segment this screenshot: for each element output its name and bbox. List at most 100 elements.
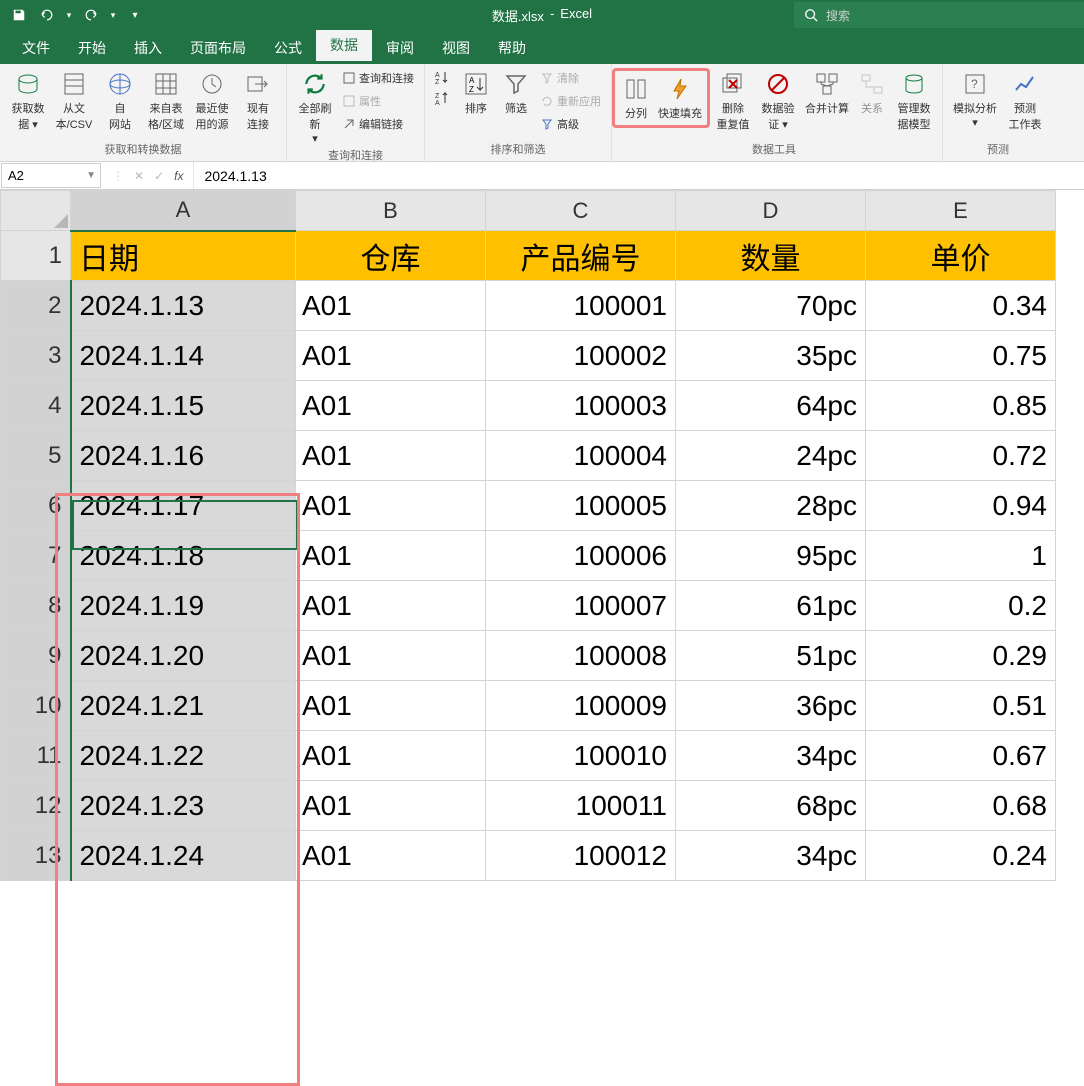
qat-customize-icon[interactable]: ▾ — [124, 4, 146, 26]
forecast-sheet-button[interactable]: 预测 工作表 — [1003, 68, 1047, 134]
cell-C12[interactable]: 100011 — [486, 781, 676, 831]
cell-B2[interactable]: A01 — [296, 281, 486, 331]
ribbon-tab-2[interactable]: 插入 — [120, 30, 176, 64]
column-header-B[interactable]: B — [296, 191, 486, 231]
cell-D3[interactable]: 35pc — [676, 331, 866, 381]
ribbon-tab-3[interactable]: 页面布局 — [176, 30, 260, 64]
row-header-3[interactable]: 3 — [1, 331, 71, 381]
fx-icon[interactable]: fx — [174, 169, 183, 183]
cell-E9[interactable]: 0.29 — [866, 631, 1056, 681]
cell-D11[interactable]: 34pc — [676, 731, 866, 781]
column-header-D[interactable]: D — [676, 191, 866, 231]
cell-B12[interactable]: A01 — [296, 781, 486, 831]
get-data-btn-4[interactable]: 最近使 用的源 — [190, 68, 234, 134]
ribbon-tab-0[interactable]: 文件 — [8, 30, 64, 64]
row-header-5[interactable]: 5 — [1, 431, 71, 481]
cell-B5[interactable]: A01 — [296, 431, 486, 481]
cell-C8[interactable]: 100007 — [486, 581, 676, 631]
edit-links-button[interactable]: 编辑链接 — [339, 114, 418, 134]
row-header-13[interactable]: 13 — [1, 831, 71, 881]
cell-D6[interactable]: 28pc — [676, 481, 866, 531]
cell-D7[interactable]: 95pc — [676, 531, 866, 581]
header-cell-3[interactable]: 数量 — [676, 231, 866, 281]
data-model-button[interactable]: 管理数 据模型 — [892, 68, 936, 134]
cell-D10[interactable]: 36pc — [676, 681, 866, 731]
cell-E2[interactable]: 0.34 — [866, 281, 1056, 331]
select-all-corner[interactable] — [1, 191, 71, 231]
cell-C13[interactable]: 100012 — [486, 831, 676, 881]
enter-formula-icon[interactable]: ✓ — [154, 169, 164, 183]
cell-A6[interactable]: 2024.1.17 — [71, 481, 296, 531]
cell-E3[interactable]: 0.75 — [866, 331, 1056, 381]
cell-C7[interactable]: 100006 — [486, 531, 676, 581]
cell-D13[interactable]: 34pc — [676, 831, 866, 881]
cell-B10[interactable]: A01 — [296, 681, 486, 731]
cancel-formula-icon[interactable]: ✕ — [134, 169, 144, 183]
header-cell-0[interactable]: 日期 — [71, 231, 296, 281]
cell-C9[interactable]: 100008 — [486, 631, 676, 681]
refresh-all-button[interactable]: 全部刷新 ▾ — [293, 68, 337, 147]
cell-D12[interactable]: 68pc — [676, 781, 866, 831]
cell-C6[interactable]: 100005 — [486, 481, 676, 531]
cell-A12[interactable]: 2024.1.23 — [71, 781, 296, 831]
cell-C10[interactable]: 100009 — [486, 681, 676, 731]
data-validation-button[interactable]: 数据验 证 ▾ — [756, 68, 800, 134]
ribbon-tab-7[interactable]: 视图 — [428, 30, 484, 64]
cell-D9[interactable]: 51pc — [676, 631, 866, 681]
cell-D2[interactable]: 70pc — [676, 281, 866, 331]
cell-A8[interactable]: 2024.1.19 — [71, 581, 296, 631]
cell-A11[interactable]: 2024.1.22 — [71, 731, 296, 781]
cell-A2[interactable]: 2024.1.13 — [71, 281, 296, 331]
whatif-button[interactable]: ? 模拟分析 ▾ — [949, 68, 1001, 131]
row-header-6[interactable]: 6 — [1, 481, 71, 531]
header-cell-4[interactable]: 单价 — [866, 231, 1056, 281]
ribbon-tab-4[interactable]: 公式 — [260, 30, 316, 64]
cell-B4[interactable]: A01 — [296, 381, 486, 431]
get-data-btn-5[interactable]: 现有 连接 — [236, 68, 280, 134]
get-data-btn-2[interactable]: 自 网站 — [98, 68, 142, 134]
row-header-9[interactable]: 9 — [1, 631, 71, 681]
cell-D5[interactable]: 24pc — [676, 431, 866, 481]
cell-C3[interactable]: 100002 — [486, 331, 676, 381]
cell-E10[interactable]: 0.51 — [866, 681, 1056, 731]
sort-button[interactable]: AZ 排序 — [457, 68, 495, 118]
redo-dropdown-icon[interactable]: ▾ — [108, 4, 118, 26]
name-box[interactable]: A2 ▼ — [1, 163, 101, 188]
remove-duplicates-button[interactable]: 删除 重复值 — [712, 68, 754, 134]
spreadsheet-grid[interactable]: ABCDE 1日期仓库产品编号数量单价22024.1.13A0110000170… — [0, 190, 1084, 881]
cell-E12[interactable]: 0.68 — [866, 781, 1056, 831]
cell-A9[interactable]: 2024.1.20 — [71, 631, 296, 681]
text-to-columns-button[interactable]: 分列 — [617, 73, 655, 123]
cell-B3[interactable]: A01 — [296, 331, 486, 381]
cell-C5[interactable]: 100004 — [486, 431, 676, 481]
get-data-btn-1[interactable]: 从文 本/CSV — [52, 68, 96, 134]
name-box-dropdown-icon[interactable]: ▼ — [86, 170, 96, 181]
sort-desc-button[interactable]: ZA — [431, 89, 455, 107]
redo-button[interactable] — [80, 4, 102, 26]
cell-E4[interactable]: 0.85 — [866, 381, 1056, 431]
cell-E6[interactable]: 0.94 — [866, 481, 1056, 531]
relationships-button[interactable]: 关系 — [854, 68, 890, 118]
header-cell-1[interactable]: 仓库 — [296, 231, 486, 281]
cell-E7[interactable]: 1 — [866, 531, 1056, 581]
cell-C4[interactable]: 100003 — [486, 381, 676, 431]
column-header-A[interactable]: A — [71, 191, 296, 231]
get-data-btn-0[interactable]: 获取数 据 ▾ — [6, 68, 50, 134]
ribbon-tab-8[interactable]: 帮助 — [484, 30, 540, 64]
get-data-btn-3[interactable]: 来自表 格/区域 — [144, 68, 188, 134]
row-header-12[interactable]: 12 — [1, 781, 71, 831]
ribbon-tab-5[interactable]: 数据 — [316, 27, 372, 64]
flash-fill-button[interactable]: 快速填充 — [655, 73, 705, 123]
cell-A7[interactable]: 2024.1.18 — [71, 531, 296, 581]
cell-B11[interactable]: A01 — [296, 731, 486, 781]
cell-B9[interactable]: A01 — [296, 631, 486, 681]
cell-B7[interactable]: A01 — [296, 531, 486, 581]
cell-E5[interactable]: 0.72 — [866, 431, 1056, 481]
consolidate-button[interactable]: 合并计算 — [802, 68, 852, 118]
row-header-11[interactable]: 11 — [1, 731, 71, 781]
header-cell-2[interactable]: 产品编号 — [486, 231, 676, 281]
sort-asc-button[interactable]: AZ — [431, 68, 455, 86]
queries-connections-button[interactable]: 查询和连接 — [339, 68, 418, 88]
cell-C11[interactable]: 100010 — [486, 731, 676, 781]
cell-A4[interactable]: 2024.1.15 — [71, 381, 296, 431]
